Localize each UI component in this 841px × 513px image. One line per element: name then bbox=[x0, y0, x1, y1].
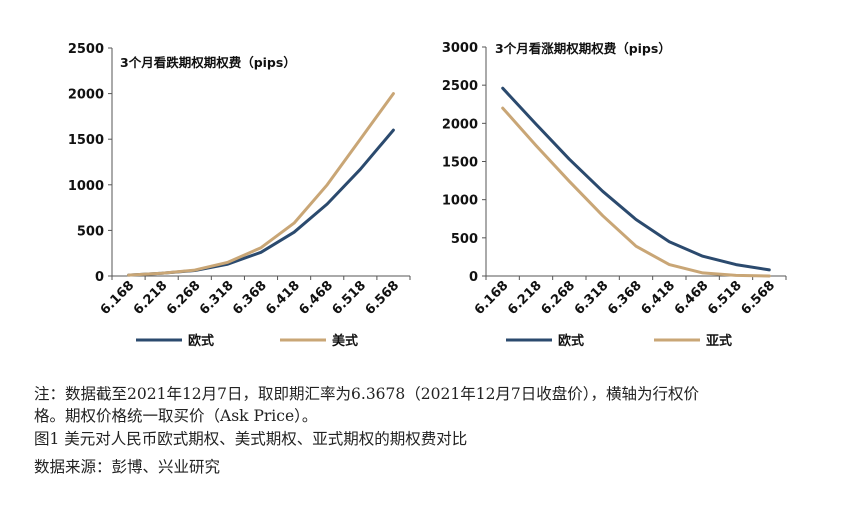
chart-0-x-tick-label: 6.418 bbox=[263, 278, 303, 318]
put-premium-chart: 050010001500200025006.1686.2186.2686.318… bbox=[68, 42, 411, 349]
chart-1-x-tick-label: 6.518 bbox=[705, 278, 745, 318]
chart-0-x-tick-label: 6.468 bbox=[296, 278, 336, 318]
chart-0-y-tick-label: 1000 bbox=[68, 179, 104, 194]
chart-0-y-tick-label: 2500 bbox=[68, 42, 104, 57]
chart-1-x-tick-label: 6.568 bbox=[738, 278, 778, 318]
chart-1-title: 3个月看涨期权期权费（pips） bbox=[495, 41, 671, 56]
call-premium-chart: 0500100015002000250030006.1686.2186.2686… bbox=[442, 41, 787, 349]
chart-0-y-tick-label: 0 bbox=[95, 270, 104, 285]
figure-caption: 图1 美元对人民币欧式期权、美式期权、亚式期权的期权费对比 bbox=[34, 430, 468, 448]
chart-note: 注：数据截至2021年12月7日，取即期汇率为6.3678（2021年12月7日… bbox=[34, 383, 824, 427]
chart-1-y-tick-label: 3000 bbox=[442, 41, 478, 56]
chart-1-series-0-line bbox=[501, 86, 771, 272]
chart-0-x-tick-label: 6.568 bbox=[363, 278, 403, 318]
chart-1-x-tick-label: 6.418 bbox=[638, 278, 678, 318]
chart-0-y-tick-label: 1500 bbox=[68, 133, 104, 148]
chart-1-y-tick-label: 2000 bbox=[442, 117, 478, 132]
chart-1-legend-label-0: 欧式 bbox=[558, 333, 584, 349]
chart-1-y-tick-label: 2500 bbox=[442, 79, 478, 94]
chart-0-y-tick-label: 2000 bbox=[68, 88, 104, 103]
chart-0-series-1-line bbox=[127, 92, 395, 277]
chart-1-x-tick-label: 6.268 bbox=[538, 278, 578, 318]
note-line-1: 注：数据截至2021年12月7日，取即期汇率为6.3678（2021年12月7日… bbox=[34, 385, 700, 403]
chart-1-x-tick-label: 6.368 bbox=[605, 278, 645, 318]
chart-1-series-1-line bbox=[501, 106, 771, 278]
chart-0-x-tick-label: 6.268 bbox=[164, 278, 204, 318]
chart-0-legend-label-0: 欧式 bbox=[188, 333, 214, 349]
chart-1-y-tick-label: 500 bbox=[451, 232, 478, 247]
chart-1-x-tick-label: 6.318 bbox=[572, 278, 612, 318]
chart-1-y-tick-label: 1000 bbox=[442, 194, 478, 209]
chart-0-x-tick-label: 6.318 bbox=[197, 278, 237, 318]
chart-0-x-tick-label: 6.218 bbox=[131, 278, 171, 318]
chart-0-x-tick-label: 6.368 bbox=[230, 278, 270, 318]
chart-0-x-tick-label: 6.518 bbox=[329, 278, 369, 318]
chart-1-legend-label-1: 亚式 bbox=[706, 333, 732, 349]
data-source: 数据来源：彭博、兴业研究 bbox=[34, 458, 221, 476]
chart-0-y-tick-label: 500 bbox=[77, 224, 104, 239]
chart-1-x-tick-label: 6.468 bbox=[672, 278, 712, 318]
chart-0-title: 3个月看跌期权期权费（pips） bbox=[120, 55, 296, 70]
chart-0-legend-label-1: 美式 bbox=[332, 333, 358, 349]
chart-1-x-tick-label: 6.218 bbox=[505, 278, 545, 318]
chart-0-series-0-line bbox=[127, 128, 395, 277]
chart-1-y-tick-label: 1500 bbox=[442, 156, 478, 171]
chart-1-y-tick-label: 0 bbox=[469, 270, 478, 285]
note-line-2: 格。期权价格统一取买价（Ask Price）。 bbox=[34, 407, 318, 425]
